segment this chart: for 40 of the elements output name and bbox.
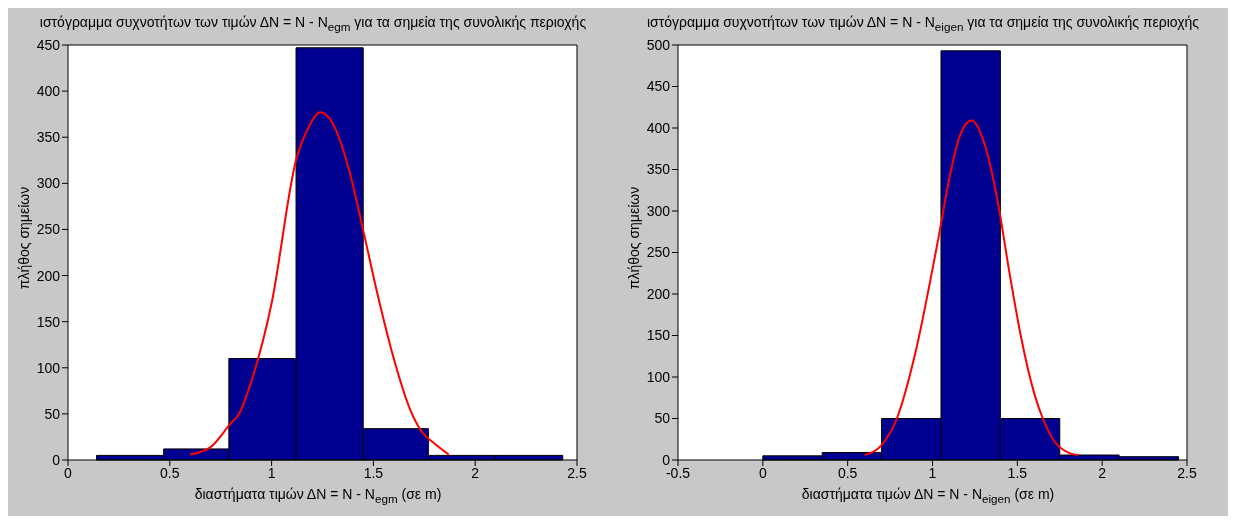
line-series	[189, 111, 450, 456]
y-tick-label: 400	[36, 83, 61, 100]
y-axis-title: πλήθος σημείων	[16, 186, 32, 290]
y-tick-label: 200	[36, 267, 61, 284]
chart-title: ιστόγραμμα συχνοτήτων των τιμών ΔN = N - N$_{egm}$ για τα σημεία της συνολικής περιοχής	[38, 14, 588, 33]
x-tick-label: 2	[471, 464, 480, 481]
y-tick-label: 100	[646, 368, 671, 385]
x-axis-title: διαστήματα τιμών ΔN = N - N$_{egm}$ (σε m)	[193, 486, 443, 505]
x-tick-label: 0	[758, 464, 767, 481]
x-tick-label: 1.5	[1007, 464, 1028, 481]
y-tick-label: 450	[36, 36, 61, 53]
x-tick-label: 0	[64, 464, 73, 481]
x-axis-title: διαστήματα τιμών ΔN = N - N$_{eigen}$ (σε m)	[800, 486, 1056, 505]
y-tick-label: 100	[36, 359, 61, 376]
y-tick-label: 250	[36, 221, 61, 238]
y-tick-label: 250	[646, 244, 671, 261]
chart-title: ιστόγραμμα συχνοτήτων των τιμών ΔN = N - N$_{eigen}$ για τα σημεία της συνολικής περιοχής	[645, 14, 1201, 33]
x-tick-label: 1.5	[363, 464, 384, 481]
y-tick-label: 350	[646, 161, 671, 178]
y-tick-label: 0	[52, 451, 61, 468]
y-tick-label: 150	[646, 327, 671, 344]
x-tick-label: 2.5	[1177, 464, 1197, 481]
x-tick-label: 2.5	[567, 464, 587, 481]
y-tick-label: 200	[646, 285, 671, 302]
x-tick-label: 1	[928, 464, 937, 481]
y-tick-label: 400	[646, 119, 671, 136]
y-tick-label: 500	[646, 36, 671, 53]
x-tick-label: 0.5	[160, 464, 180, 481]
y-tick-label: 300	[36, 175, 61, 192]
x-tick-label: 2	[1098, 464, 1107, 481]
y-tick-label: 450	[646, 78, 671, 95]
x-tick-label: 0.5	[837, 464, 858, 481]
y-tick-label: 50	[654, 410, 671, 427]
y-tick-label: 300	[646, 202, 671, 219]
y-axis-title: πλήθος σημείων	[626, 186, 642, 290]
x-tick-label: 1	[267, 464, 276, 481]
y-tick-label: 150	[36, 313, 61, 330]
y-tick-label: 350	[36, 129, 61, 146]
y-tick-label: 50	[44, 405, 61, 422]
line-series	[863, 119, 1080, 457]
